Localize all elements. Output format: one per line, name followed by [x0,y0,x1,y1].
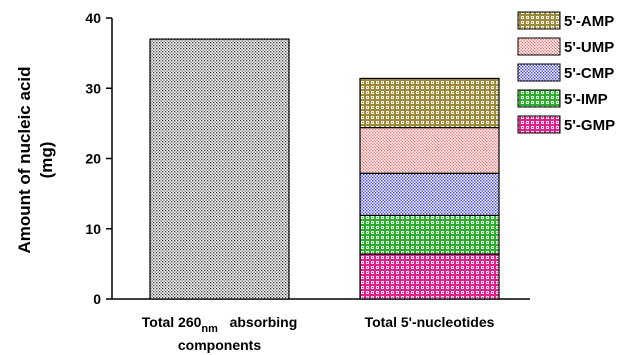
y-tick-label: 30 [85,80,101,96]
legend-entry: 5'-UMP [517,37,614,56]
bars [149,38,500,300]
y-axis-label: Amount of nucleic acid [15,66,34,253]
legend: 5'-AMP 5'-UMP 5'-CMP 5'-IMP 5'-GMP [517,11,615,134]
y-tick-label: 20 [85,151,101,167]
legend-entry: 5'-IMP [517,89,608,108]
legend-label: 5'-UMP [564,39,614,56]
legend-swatch [517,89,561,108]
legend-label: 5'-CMP [564,65,614,82]
x-category-label-line2: components [178,337,261,353]
y-tick-label: 0 [93,291,101,307]
legend-label: 5'-AMP [564,13,614,30]
y-axis-label-unit: (mg) [37,142,56,179]
x-category-label: Total 260nm absorbing [142,314,298,335]
legend-label: 5'-IMP [564,91,608,108]
legend-label: 5'-GMP [564,117,615,134]
legend-entry: 5'-AMP [517,11,614,30]
bar-segment [359,172,500,217]
bar-segment [359,253,500,300]
x-axis-labels: Total 260nm absorbing components Total 5'-… [142,314,495,353]
bar-segment [359,214,500,255]
y-tick-label: 40 [85,10,101,26]
bar-segment [149,38,290,300]
bar-segment [359,126,500,174]
legend-swatch [517,37,561,56]
legend-swatch [517,11,561,30]
legend-entry: 5'-GMP [517,115,615,134]
legend-swatch [517,63,561,82]
legend-entry: 5'-CMP [517,63,614,82]
legend-swatch [517,115,561,134]
x-category-label: Total 5'-nucleotides [365,314,495,330]
bar-segment [359,77,500,129]
y-tick-label: 10 [85,221,101,237]
